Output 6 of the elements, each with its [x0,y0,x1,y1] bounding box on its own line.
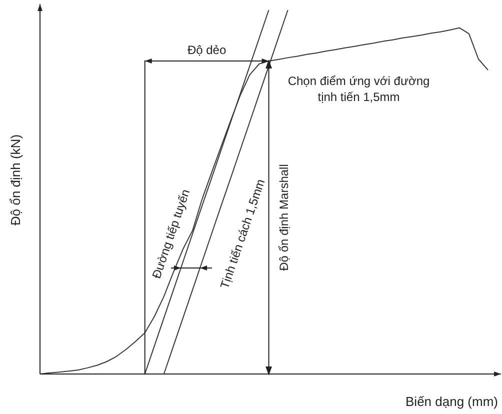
annotation: Độ ổn định Marshall [276,164,291,271]
annotation: Chọn điểm ứng với đường tịnh tiến 1,5mm [288,74,430,104]
y-axis-title: Độ ổn định (kN) [8,134,23,226]
x-axis-title: Biến dạng (mm) [406,394,498,409]
annotation: Độ dẻo [187,42,226,57]
annotation: Tịnh tiến cách 1,5mm [218,177,268,290]
